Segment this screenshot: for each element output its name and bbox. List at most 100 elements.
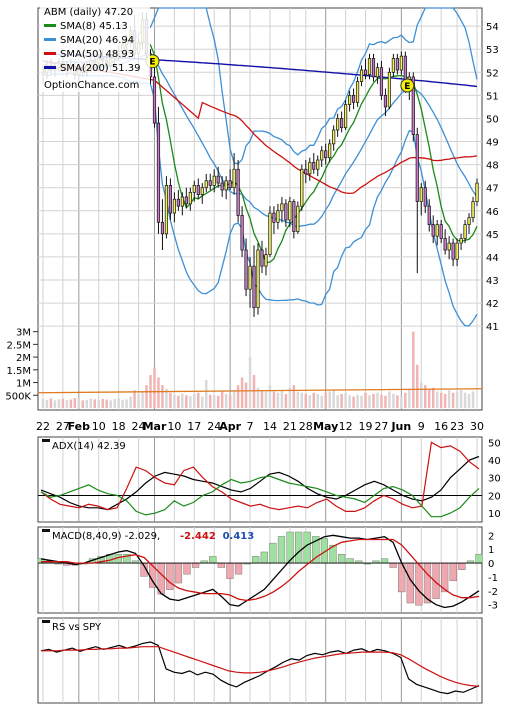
legend-swatch bbox=[44, 66, 56, 69]
volume-bar bbox=[324, 392, 327, 408]
volume-bar bbox=[165, 388, 168, 408]
volume-bar bbox=[212, 395, 216, 408]
volume-bar bbox=[304, 394, 308, 408]
price-y-tick: 52 bbox=[486, 68, 499, 79]
macd-histogram-bar bbox=[174, 562, 183, 584]
macd-y-tick: -3 bbox=[488, 601, 498, 612]
volume-bar bbox=[93, 399, 96, 408]
volume-bar bbox=[435, 391, 439, 408]
candle-down bbox=[292, 201, 296, 232]
volume-bar bbox=[177, 395, 180, 408]
watermark: OptionChance.com bbox=[44, 80, 139, 91]
candle-up bbox=[212, 175, 216, 186]
adx-y-tick: 30 bbox=[488, 474, 501, 485]
candle-up bbox=[164, 185, 169, 235]
volume-bar bbox=[101, 398, 104, 408]
price-y-tick: 54 bbox=[486, 22, 499, 33]
macd-histogram-bar bbox=[191, 562, 200, 568]
macd-y-tick: -2 bbox=[488, 587, 498, 598]
panel-label-swatch bbox=[42, 439, 50, 442]
candle-up bbox=[344, 104, 348, 129]
candle-down bbox=[379, 67, 384, 96]
legend-swatch bbox=[44, 52, 56, 55]
x-tick-label: 10 bbox=[167, 420, 181, 433]
adx-series-line bbox=[40, 455, 480, 511]
volume-bar bbox=[372, 394, 375, 408]
candle-up bbox=[375, 67, 380, 78]
macd-histogram-bar bbox=[415, 562, 423, 606]
x-tick-label: 10 bbox=[92, 420, 106, 433]
volume-y-tick: 500K bbox=[5, 391, 31, 402]
candle-up bbox=[447, 242, 451, 251]
macd-histogram-bar bbox=[269, 542, 277, 564]
candle-down bbox=[340, 118, 344, 129]
candle-up bbox=[180, 196, 184, 207]
volume-y-tick: 2.5M bbox=[6, 340, 31, 351]
x-tick-label: Feb bbox=[68, 420, 91, 433]
macd-histogram-bar bbox=[337, 553, 346, 564]
candle-down bbox=[272, 212, 276, 223]
macd-histogram-bar bbox=[209, 556, 217, 564]
volume-bar bbox=[240, 377, 244, 408]
rs-series-line bbox=[41, 646, 480, 687]
candle-down bbox=[411, 76, 415, 135]
x-tick-label: 7 bbox=[247, 420, 254, 433]
rs-label: RS vs SPY bbox=[52, 622, 102, 633]
volume-bar bbox=[392, 394, 395, 408]
panel-frame bbox=[37, 617, 483, 704]
macd-histogram-bar bbox=[234, 562, 243, 575]
candle-up bbox=[459, 238, 463, 244]
x-tick-label: 24 bbox=[207, 420, 221, 433]
volume-bar bbox=[113, 399, 116, 408]
macd-histogram-bar bbox=[458, 562, 466, 570]
panel-label-swatch bbox=[42, 529, 50, 532]
volume-bar bbox=[73, 398, 77, 408]
candle-down bbox=[363, 69, 368, 75]
candle-down bbox=[395, 58, 399, 71]
volume-bar bbox=[340, 394, 343, 408]
volume-bar bbox=[97, 400, 100, 408]
price-y-tick: 42 bbox=[486, 299, 499, 310]
volume-bar bbox=[256, 387, 260, 408]
volume-bar bbox=[61, 398, 65, 408]
candle-down bbox=[216, 175, 220, 184]
candle-down bbox=[228, 180, 232, 189]
volume-bar bbox=[292, 385, 296, 408]
volume-bar bbox=[65, 400, 69, 408]
macd-y-tick: 2 bbox=[488, 531, 494, 542]
earnings-marker-label: E bbox=[404, 82, 410, 92]
volume-bar bbox=[49, 398, 53, 408]
candle-down bbox=[220, 182, 224, 191]
volume-bar bbox=[280, 390, 284, 408]
volume-bar bbox=[328, 391, 331, 408]
price-y-tick: 41 bbox=[486, 322, 499, 333]
candle-up bbox=[332, 129, 336, 145]
volume-bar bbox=[201, 396, 204, 408]
x-tick-label: Apr bbox=[219, 420, 241, 433]
volume-bar bbox=[77, 399, 81, 408]
volume-bar bbox=[268, 385, 272, 408]
candle-up bbox=[355, 81, 360, 103]
x-tick-label: 22 bbox=[36, 420, 50, 433]
volume-bar bbox=[376, 392, 379, 408]
volume-bar bbox=[388, 391, 391, 408]
candle-down bbox=[156, 122, 161, 223]
macd-histogram-bar bbox=[217, 562, 225, 568]
adx-y-tick: 20 bbox=[488, 491, 501, 502]
candle-up bbox=[300, 168, 304, 207]
candle-down bbox=[324, 150, 328, 159]
candle-down bbox=[152, 76, 157, 124]
x-tick-label: 14 bbox=[263, 420, 277, 433]
volume-bar bbox=[105, 399, 108, 408]
volume-bar bbox=[272, 391, 276, 408]
candle-up bbox=[348, 95, 352, 105]
candle-down bbox=[427, 205, 431, 225]
volume-bar bbox=[467, 394, 471, 408]
volume-bar bbox=[427, 388, 431, 408]
volume-bar bbox=[260, 390, 264, 408]
volume-bar bbox=[57, 399, 61, 408]
candle-up bbox=[455, 242, 459, 260]
panel-label-swatch bbox=[42, 620, 50, 623]
candle-up bbox=[467, 217, 471, 225]
